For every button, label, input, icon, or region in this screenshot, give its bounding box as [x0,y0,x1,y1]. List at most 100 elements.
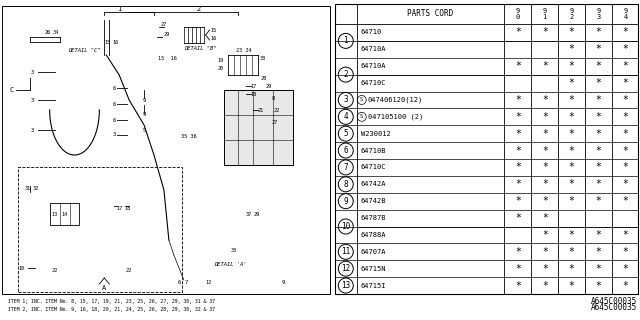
Text: 27: 27 [161,22,167,28]
Text: 6: 6 [113,117,116,123]
Text: *: * [542,129,548,139]
Text: 20: 20 [218,67,223,71]
Text: 64788A: 64788A [361,232,386,238]
Text: 22: 22 [51,268,58,273]
Text: *: * [515,213,521,223]
Text: 14: 14 [61,212,68,218]
Text: 9: 9 [543,8,547,14]
Text: *: * [596,163,602,172]
Text: *: * [569,163,575,172]
Text: 6: 6 [113,101,116,107]
Text: PARTS CORD: PARTS CORD [408,10,454,19]
Text: 13: 13 [341,281,350,290]
Text: *: * [623,281,628,291]
Text: 047406120(12): 047406120(12) [368,97,423,103]
Text: 64715I: 64715I [361,283,386,289]
Text: 6: 6 [177,279,180,284]
Text: 15: 15 [211,28,217,34]
Text: 9: 9 [570,8,574,14]
Text: *: * [569,28,575,37]
Text: 64710A: 64710A [361,63,386,69]
Text: 23 24: 23 24 [236,49,252,53]
Text: *: * [596,264,602,274]
Text: 64742B: 64742B [361,198,386,204]
Text: 18: 18 [250,92,257,97]
Text: 2: 2 [196,6,201,12]
Text: 8: 8 [344,180,348,189]
Text: *: * [623,264,628,274]
Text: 12: 12 [341,264,350,273]
Text: *: * [596,112,602,122]
Text: 3: 3 [596,14,601,20]
Text: 7: 7 [344,163,348,172]
Text: *: * [542,146,548,156]
Text: 3: 3 [30,127,33,132]
Text: *: * [515,196,521,206]
Text: 22: 22 [273,108,279,113]
Text: *: * [623,146,628,156]
Text: 9: 9 [143,113,146,117]
Text: *: * [542,112,548,122]
Text: 29: 29 [253,212,259,218]
Text: *: * [515,179,521,189]
Text: 9: 9 [344,197,348,206]
Text: *: * [596,230,602,240]
Text: 30: 30 [260,57,266,61]
Text: *: * [623,78,628,88]
Bar [18,167,182,292]
Text: 34: 34 [52,30,59,36]
Text: *: * [542,163,548,172]
Text: *: * [515,264,521,274]
Text: 64707A: 64707A [361,249,386,255]
Text: *: * [596,61,602,71]
Text: *: * [569,247,575,257]
Text: 22: 22 [126,268,132,273]
Text: 2: 2 [344,70,348,79]
Text: *: * [623,112,628,122]
Text: 37: 37 [245,212,252,218]
Text: 6: 6 [344,146,348,155]
Text: 18: 18 [124,205,131,211]
Text: 64715N: 64715N [361,266,386,272]
Text: *: * [596,129,602,139]
Text: *: * [596,28,602,37]
Text: *: * [623,95,628,105]
Text: 5: 5 [344,129,348,138]
Text: *: * [569,129,575,139]
Text: 5: 5 [143,127,146,132]
Text: 3: 3 [113,132,116,138]
Text: *: * [569,179,575,189]
Text: W230012: W230012 [361,131,390,137]
Text: *: * [623,196,628,206]
Text: 35 36: 35 36 [181,134,196,140]
Text: *: * [623,247,628,257]
Text: ITEM 2, INC. ITEM No. 9, 16, 18, 20, 21, 24, 25, 26, 28, 29, 30, 32 & 37: ITEM 2, INC. ITEM No. 9, 16, 18, 20, 21,… [8,308,215,313]
Text: 3: 3 [344,95,348,104]
Text: 1: 1 [543,14,547,20]
Text: 64710: 64710 [361,29,382,36]
Text: *: * [596,78,602,88]
Text: *: * [542,61,548,71]
Text: *: * [542,196,548,206]
Text: 17: 17 [250,84,257,89]
Text: 28: 28 [260,76,266,81]
Text: S: S [360,97,364,102]
Text: *: * [569,44,575,54]
Text: *: * [542,179,548,189]
Text: *: * [569,196,575,206]
Text: *: * [515,28,521,37]
Text: *: * [515,112,521,122]
Text: 19: 19 [218,59,223,63]
Text: *: * [569,281,575,291]
Text: DETAIL "B": DETAIL "B" [184,45,216,51]
Text: 9: 9 [596,8,601,14]
Text: *: * [623,179,628,189]
Text: *: * [542,247,548,257]
Text: *: * [569,230,575,240]
Text: 0: 0 [516,14,520,20]
Text: 10: 10 [19,266,25,270]
Text: *: * [596,247,602,257]
Text: *: * [515,163,521,172]
Text: 64742A: 64742A [361,181,386,187]
Text: 64710B: 64710B [361,148,386,154]
